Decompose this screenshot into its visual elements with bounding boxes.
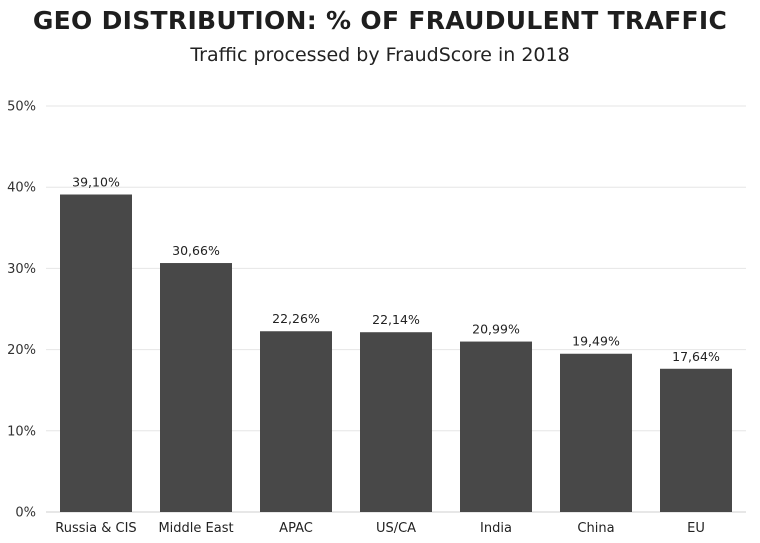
- data-label: 30,66%: [172, 243, 220, 258]
- bar: [660, 368, 732, 512]
- data-label: 22,14%: [372, 312, 420, 327]
- category-label: China: [577, 521, 614, 536]
- bar: [360, 332, 432, 512]
- data-label: 19,49%: [572, 334, 620, 349]
- y-tick-label: 10%: [7, 424, 36, 439]
- bar: [260, 331, 332, 512]
- category-label: APAC: [279, 521, 313, 536]
- category-label: EU: [687, 521, 705, 536]
- bar: [160, 263, 232, 512]
- data-label: 22,26%: [272, 311, 320, 326]
- category-label: Middle East: [158, 521, 233, 536]
- bar: [460, 341, 532, 512]
- category-labels: Russia & CIS Middle East APAC US/CA India Chi…: [55, 521, 705, 536]
- chart-subtitle: Traffic processed by FraudScore in 2018: [190, 44, 570, 66]
- bar: [60, 194, 132, 512]
- chart-title: GEO DISTRIBUTION: % OF FRAUDULENT TRAFFI…: [32, 6, 728, 35]
- data-label: 17,64%: [672, 349, 720, 364]
- y-tick-label: 50%: [7, 100, 36, 115]
- y-tick-label: 0%: [15, 506, 36, 521]
- bars: [60, 194, 732, 512]
- bar: [560, 353, 632, 512]
- data-label: 20,99%: [472, 322, 520, 337]
- y-tick-label: 20%: [7, 343, 36, 358]
- category-label: India: [480, 521, 512, 536]
- y-tick-label: 40%: [7, 181, 36, 196]
- y-tick-label: 30%: [7, 262, 36, 277]
- category-label: US/CA: [376, 521, 416, 536]
- data-labels: 39,10% 30,66% 22,26% 22,14% 20,99% 19,49% 17,6…: [72, 175, 720, 364]
- data-label: 39,10%: [72, 175, 120, 190]
- category-label: Russia & CIS: [55, 521, 136, 536]
